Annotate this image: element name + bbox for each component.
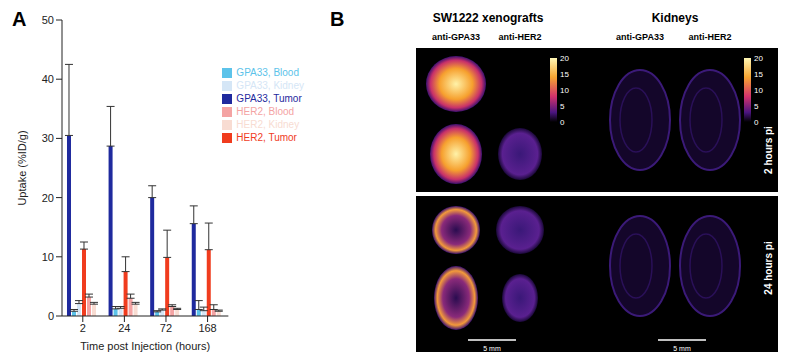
svg-text:Time post Injection (hours): Time post Injection (hours) bbox=[80, 340, 210, 352]
svg-text:anti-HER2: anti-HER2 bbox=[688, 32, 731, 42]
html-text:GPA33, Tumor: GPA33, Tumor bbox=[236, 93, 302, 104]
svg-text:B: B bbox=[330, 8, 344, 30]
svg-text:anti-HER2: anti-HER2 bbox=[498, 32, 541, 42]
svg-text:15: 15 bbox=[754, 70, 763, 79]
svg-text:24: 24 bbox=[118, 322, 130, 334]
svg-text:Kidneys: Kidneys bbox=[652, 11, 699, 25]
svg-text:SW1222 xenografts: SW1222 xenografts bbox=[433, 11, 544, 25]
html-text:HER2, Kidney: HER2, Kidney bbox=[236, 119, 300, 130]
svg-text:5: 5 bbox=[754, 102, 759, 111]
svg-text:10: 10 bbox=[42, 251, 54, 263]
svg-text:0: 0 bbox=[560, 118, 565, 127]
svg-text:30: 30 bbox=[42, 132, 54, 144]
svg-text:24 hours pi: 24 hours pi bbox=[763, 241, 774, 295]
svg-text:10: 10 bbox=[754, 86, 763, 95]
svg-text:2 hours pi: 2 hours pi bbox=[763, 126, 774, 174]
svg-text:20: 20 bbox=[754, 54, 763, 63]
html-text:A: A bbox=[12, 8, 27, 30]
svg-text:0: 0 bbox=[48, 310, 54, 322]
svg-text:168: 168 bbox=[198, 322, 216, 334]
svg-text:5: 5 bbox=[560, 102, 565, 111]
svg-text:anti-GPA33: anti-GPA33 bbox=[432, 32, 480, 42]
svg-text:15: 15 bbox=[560, 70, 569, 79]
svg-text:5 mm: 5 mm bbox=[483, 345, 501, 352]
html-text:HER2, Blood: HER2, Blood bbox=[236, 106, 295, 117]
html-text:HER2, Tumor: HER2, Tumor bbox=[236, 132, 297, 143]
svg-text:20: 20 bbox=[560, 54, 569, 63]
svg-text:72: 72 bbox=[160, 322, 172, 334]
svg-text:anti-GPA33: anti-GPA33 bbox=[616, 32, 664, 42]
html-text:GPA33, Kidney: GPA33, Kidney bbox=[236, 80, 304, 91]
svg-text:10: 10 bbox=[560, 86, 569, 95]
svg-text:0: 0 bbox=[754, 118, 759, 127]
svg-text:20: 20 bbox=[42, 192, 54, 204]
svg-text:2: 2 bbox=[80, 322, 86, 334]
svg-text:40: 40 bbox=[42, 73, 54, 85]
svg-text:5 mm: 5 mm bbox=[673, 345, 691, 352]
svg-text:50: 50 bbox=[42, 14, 54, 26]
html-text:GPA33, Blood: GPA33, Blood bbox=[236, 67, 299, 78]
svg-text:Uptake (%ID/g): Uptake (%ID/g) bbox=[16, 130, 28, 205]
